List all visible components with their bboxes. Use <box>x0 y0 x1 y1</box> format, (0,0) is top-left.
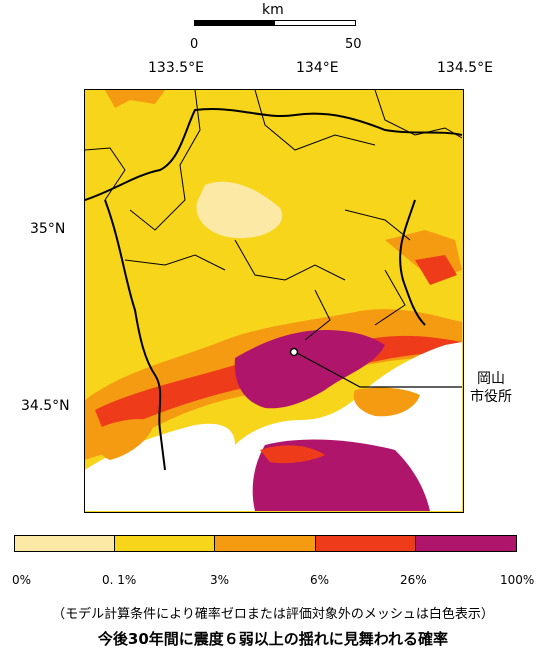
legend-swatch-4 <box>415 536 516 551</box>
scale-tick-0: 0 <box>190 37 199 52</box>
scale-bar <box>194 20 356 26</box>
legend-swatch-3 <box>315 536 416 551</box>
scale-tick-50: 50 <box>345 37 362 52</box>
probability-map <box>84 89 464 513</box>
city-hall-label-line2: 市役所 <box>470 389 512 405</box>
legend-tick-5: 100% <box>500 573 535 587</box>
longitude-label-133-5: 133.5°E <box>148 60 204 76</box>
legend-swatch-1 <box>115 536 216 551</box>
map-canvas <box>85 90 463 511</box>
longitude-label-134-5: 134.5°E <box>437 60 493 76</box>
low-probability-area <box>196 181 283 239</box>
city-hall-label-line1: 岡山 <box>477 371 505 387</box>
legend-tick-0: 0% <box>12 573 32 587</box>
latitude-label-34-5: 34.5°N <box>21 398 70 414</box>
high-probability-area <box>234 330 385 409</box>
longitude-label-134: 134°E <box>296 60 339 76</box>
city-hall-label: 岡山 市役所 <box>470 370 512 406</box>
legend-swatch-0 <box>15 536 116 551</box>
legend-color-bar <box>14 535 517 552</box>
legend-tick-1: 0. 1% <box>102 573 137 587</box>
legend-tick-4: 26% <box>400 573 427 587</box>
legend-tick-2: 3% <box>210 573 230 587</box>
map-caption: 今後30年間に震度６弱以上の揺れに見舞われる確率 <box>97 630 449 648</box>
legend-swatch-2 <box>215 536 316 551</box>
municipal-boundaries <box>85 90 463 341</box>
legend-tick-3: 6% <box>310 573 330 587</box>
note-text: （モデル計算条件により確率ゼロまたは評価対象外のメッシュは白色表示） <box>52 607 494 622</box>
prefecture-boundaries <box>85 108 463 471</box>
callout-line <box>296 352 462 388</box>
latitude-label-35: 35°N <box>30 221 66 237</box>
city-hall-marker <box>289 347 299 357</box>
scale-unit-label: km <box>262 2 284 18</box>
